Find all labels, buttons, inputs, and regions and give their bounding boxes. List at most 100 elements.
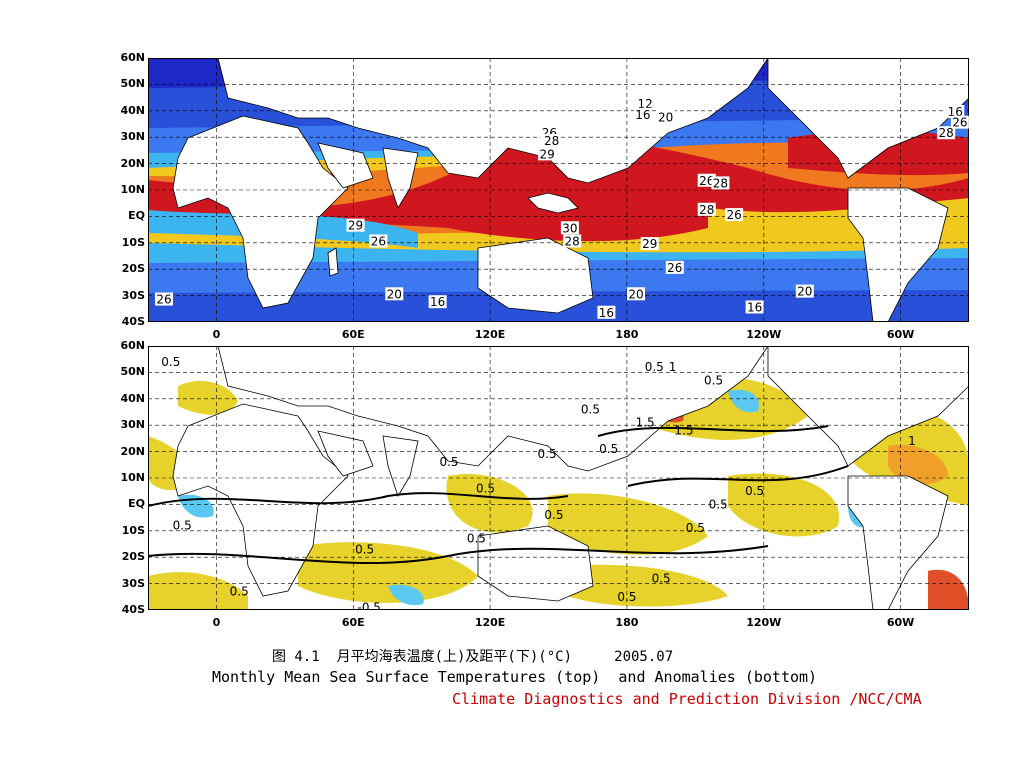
- lat-tick-label: 40S: [121, 603, 145, 616]
- contour-label: 26: [699, 174, 714, 188]
- contour-label: 30: [562, 221, 577, 235]
- contour-label: 0.5: [230, 585, 249, 599]
- figure-caption-chinese: 图 4.1 月平均海表温度(上)及距平(下)(°C) 2005.07: [272, 649, 674, 665]
- contour-label: 26: [156, 293, 171, 307]
- contour-label-box: [428, 295, 447, 309]
- lon-tick-label: 0: [212, 328, 221, 341]
- contour-label: 28: [699, 203, 714, 217]
- contour-label-box: [665, 260, 684, 274]
- lat-tick-label: 20N: [120, 156, 145, 170]
- contour-label: 0.5: [355, 542, 374, 556]
- australia: [477, 525, 594, 602]
- contour-label: 16: [430, 295, 445, 309]
- lon-tick-label: 120W: [746, 616, 782, 629]
- contour-label: 29: [539, 147, 554, 161]
- lat-tick-label: 50N: [120, 77, 145, 91]
- contour-label: 16: [948, 105, 963, 119]
- contour-label: 1: [908, 434, 916, 448]
- sst-anomaly-map-panel: 0.5 0.5 1 0.5 0.5 1.5 1.5 0.5 1 0.5 0.5 0.5 0.5 0.5 0.…: [148, 346, 969, 610]
- contour-label: 0.5: [538, 447, 557, 461]
- land: [172, 346, 969, 610]
- contour-label: 0.5: [599, 442, 618, 456]
- lat-tick-label: 40N: [120, 391, 145, 405]
- australia: [477, 237, 594, 314]
- lon-tick-label: 60W: [886, 328, 915, 341]
- contour-label-box: [711, 176, 730, 190]
- contour-label: 0.5: [709, 497, 728, 511]
- contour-label: 16: [599, 306, 614, 320]
- lon-tick-label: 0: [212, 616, 221, 629]
- contour-label-box: [950, 115, 969, 129]
- lon-tick-label: 180: [615, 616, 639, 629]
- lat-tick-label: 10N: [120, 471, 145, 484]
- lon-tick-label: 60W: [886, 616, 915, 629]
- contour-label: 0.5: [645, 360, 664, 374]
- contour-label: 20: [387, 287, 402, 301]
- contour-label: 29: [642, 237, 657, 251]
- lat-tick-label: 50N: [120, 365, 145, 379]
- contour-label: 28: [713, 176, 728, 190]
- contour-label-box: [154, 292, 173, 306]
- lat-tick-label: 60N: [120, 339, 145, 352]
- contour-label: 28: [544, 134, 559, 148]
- panel-frame: [148, 346, 969, 610]
- panel-frame: [148, 58, 969, 322]
- lat-tick-label: 30N: [120, 418, 145, 432]
- contour-label: 0.5: [581, 402, 600, 416]
- credit-line: Climate Diagnostics and Prediction Divis…: [452, 690, 922, 708]
- north-america: [767, 58, 969, 179]
- contour-label-box: [563, 234, 582, 248]
- contour-label-box: [627, 287, 646, 301]
- lon-tick-label: 120W: [746, 328, 782, 341]
- lat-tick-label: 10N: [120, 183, 145, 196]
- contour-label: 29: [348, 219, 363, 233]
- contour-label: 16: [635, 108, 650, 122]
- lat-tick-label: 10S: [121, 235, 145, 249]
- contour-label-box: [636, 97, 655, 111]
- contour-label: 0.5: [745, 484, 764, 498]
- lat-tick-label: 20N: [120, 444, 145, 458]
- lat-tick-label: 10S: [121, 523, 145, 537]
- lat-tick-label: EQ: [128, 497, 145, 511]
- contour-label-box: [937, 126, 956, 140]
- lon-tick-label: 60E: [341, 616, 365, 629]
- lat-tick-label: 30S: [121, 576, 145, 590]
- lat-lon-grid: [148, 58, 969, 322]
- europe-asia: [217, 58, 969, 184]
- contour-label: 26: [952, 116, 967, 130]
- contour-label-box: [633, 107, 652, 121]
- contour-label-box: [538, 147, 557, 161]
- contour-label: 0.5: [467, 532, 486, 546]
- india: [382, 147, 419, 209]
- lat-tick-label: 30N: [120, 130, 145, 144]
- south-america: [847, 475, 949, 610]
- contour-label-box: [560, 221, 579, 235]
- contour-label-box: [369, 234, 388, 248]
- contour-label-box: [542, 134, 561, 148]
- contour-label-box: [795, 284, 814, 298]
- contour-label: 0.5: [617, 590, 636, 604]
- contour-label-box: [725, 208, 744, 222]
- contour-label: 16: [747, 300, 762, 314]
- contour-label: 20: [797, 285, 812, 299]
- contour-label: 0.5: [544, 508, 563, 522]
- lat-tick-label: 40N: [120, 103, 145, 117]
- lat-tick-label: 40S: [121, 315, 145, 328]
- contour-label-box: [697, 173, 716, 187]
- figure-caption-english: Monthly Mean Sea Surface Temperatures (t…: [212, 668, 818, 686]
- contour-label: 20: [628, 287, 643, 301]
- contour-label: -0.5: [358, 600, 381, 610]
- contour-label: 12: [638, 97, 653, 111]
- contour-label: 0.5: [686, 521, 705, 535]
- contour-label: 0.5: [439, 455, 458, 469]
- madagascar: [327, 247, 339, 277]
- contour-label-box: [346, 218, 365, 232]
- contour-label: 0.5: [704, 373, 723, 387]
- anomaly-contour-labels: 0.5 0.5 1 0.5 0.5 1.5 1.5 0.5 1 0.5 0.5 0.5 0.5 0.5 0.…: [161, 355, 916, 610]
- lon-tick-label: 60E: [341, 328, 365, 341]
- india: [382, 435, 419, 497]
- contour-label: 1.5: [674, 423, 693, 437]
- land: [172, 58, 969, 322]
- lat-tick-label: 60N: [120, 51, 145, 64]
